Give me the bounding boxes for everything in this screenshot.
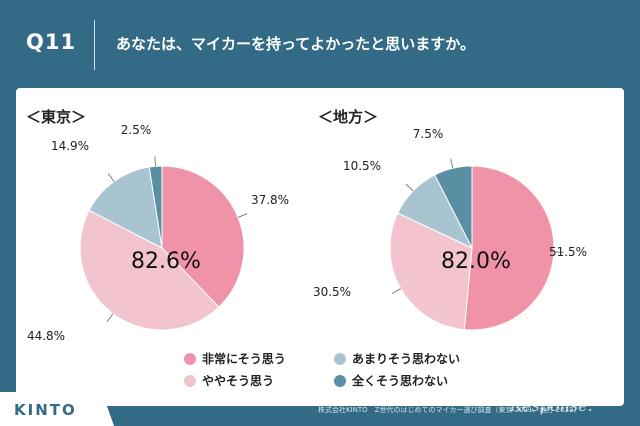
legend-label: ややそう思う [202,374,275,388]
center-total-0: 82.6% [131,249,201,274]
leader-line-0-0 [237,213,248,218]
source-note: 株式会社KINTO Z世代のはじめてのマイカー選び調査（東京 2021、地方 2… [318,406,581,414]
leader-line-1-3 [450,158,454,169]
legend-swatch [184,374,196,387]
legend-item-somewhat-disagree: あまりそう思わない [334,350,460,367]
legend-item-strongly-disagree: 全くそう思わない [334,372,448,389]
slice-label-1-1: 30.5% [313,285,351,299]
response-watermark: Response. [510,396,593,415]
question-number: Q11 [26,30,77,54]
center-total-1: 82.0% [441,249,511,274]
legend-item-somewhat-agree: ややそう思う [184,372,274,389]
leader-line-0-2 [107,173,115,182]
legend-swatch [184,352,196,365]
header-divider [94,20,95,70]
slice-label-1-3: 7.5% [413,127,444,141]
leader-line-1-1 [392,288,401,294]
slice-label-0-0: 37.8% [251,193,289,207]
kinto-logo: KINTO [14,401,77,419]
header: Q11 あなたは、マイカーを持ってよかったと思いますか。 [0,0,640,88]
leader-line-0-3 [154,156,156,167]
slice-label-1-0: 51.5% [549,245,587,259]
chart-title-chiho: ＜地方＞ [318,108,379,126]
leader-line-0-1 [106,313,114,322]
slice-label-0-1: 44.8% [27,329,65,343]
slice-label-0-2: 14.9% [51,139,89,153]
chart-title-tokyo: ＜東京＞ [26,108,87,126]
slice-label-0-3: 2.5% [121,123,152,137]
legend-swatch [334,374,346,387]
pie-slice-0-2 [88,166,163,249]
legend-swatch [334,352,346,365]
pie-slice-1-1 [389,212,473,331]
legend-label: 非常にそう思う [202,352,286,366]
pie-slice-1-3 [434,165,473,249]
question-text: あなたは、マイカーを持ってよかったと思いますか。 [116,35,475,53]
pie-slice-0-1 [79,209,220,331]
legend-label: 全くそう思わない [352,374,449,388]
leader-line-1-2 [405,183,414,192]
pie-charts: 37.8% 44.8% 14.9% 2.5% 82.6% 51.5% 30.5% 10.5% 7… [27,123,587,343]
legend-item-strongly-agree: 非常にそう思う [184,350,286,367]
chart-card: ＜東京＞ ＜地方＞ 37.8% 44.8% 14.9% 2.5% 82.6% 51.5% 3… [16,88,624,406]
legend-label: あまりそう思わない [352,352,461,366]
slice-label-1-2: 10.5% [343,159,381,173]
